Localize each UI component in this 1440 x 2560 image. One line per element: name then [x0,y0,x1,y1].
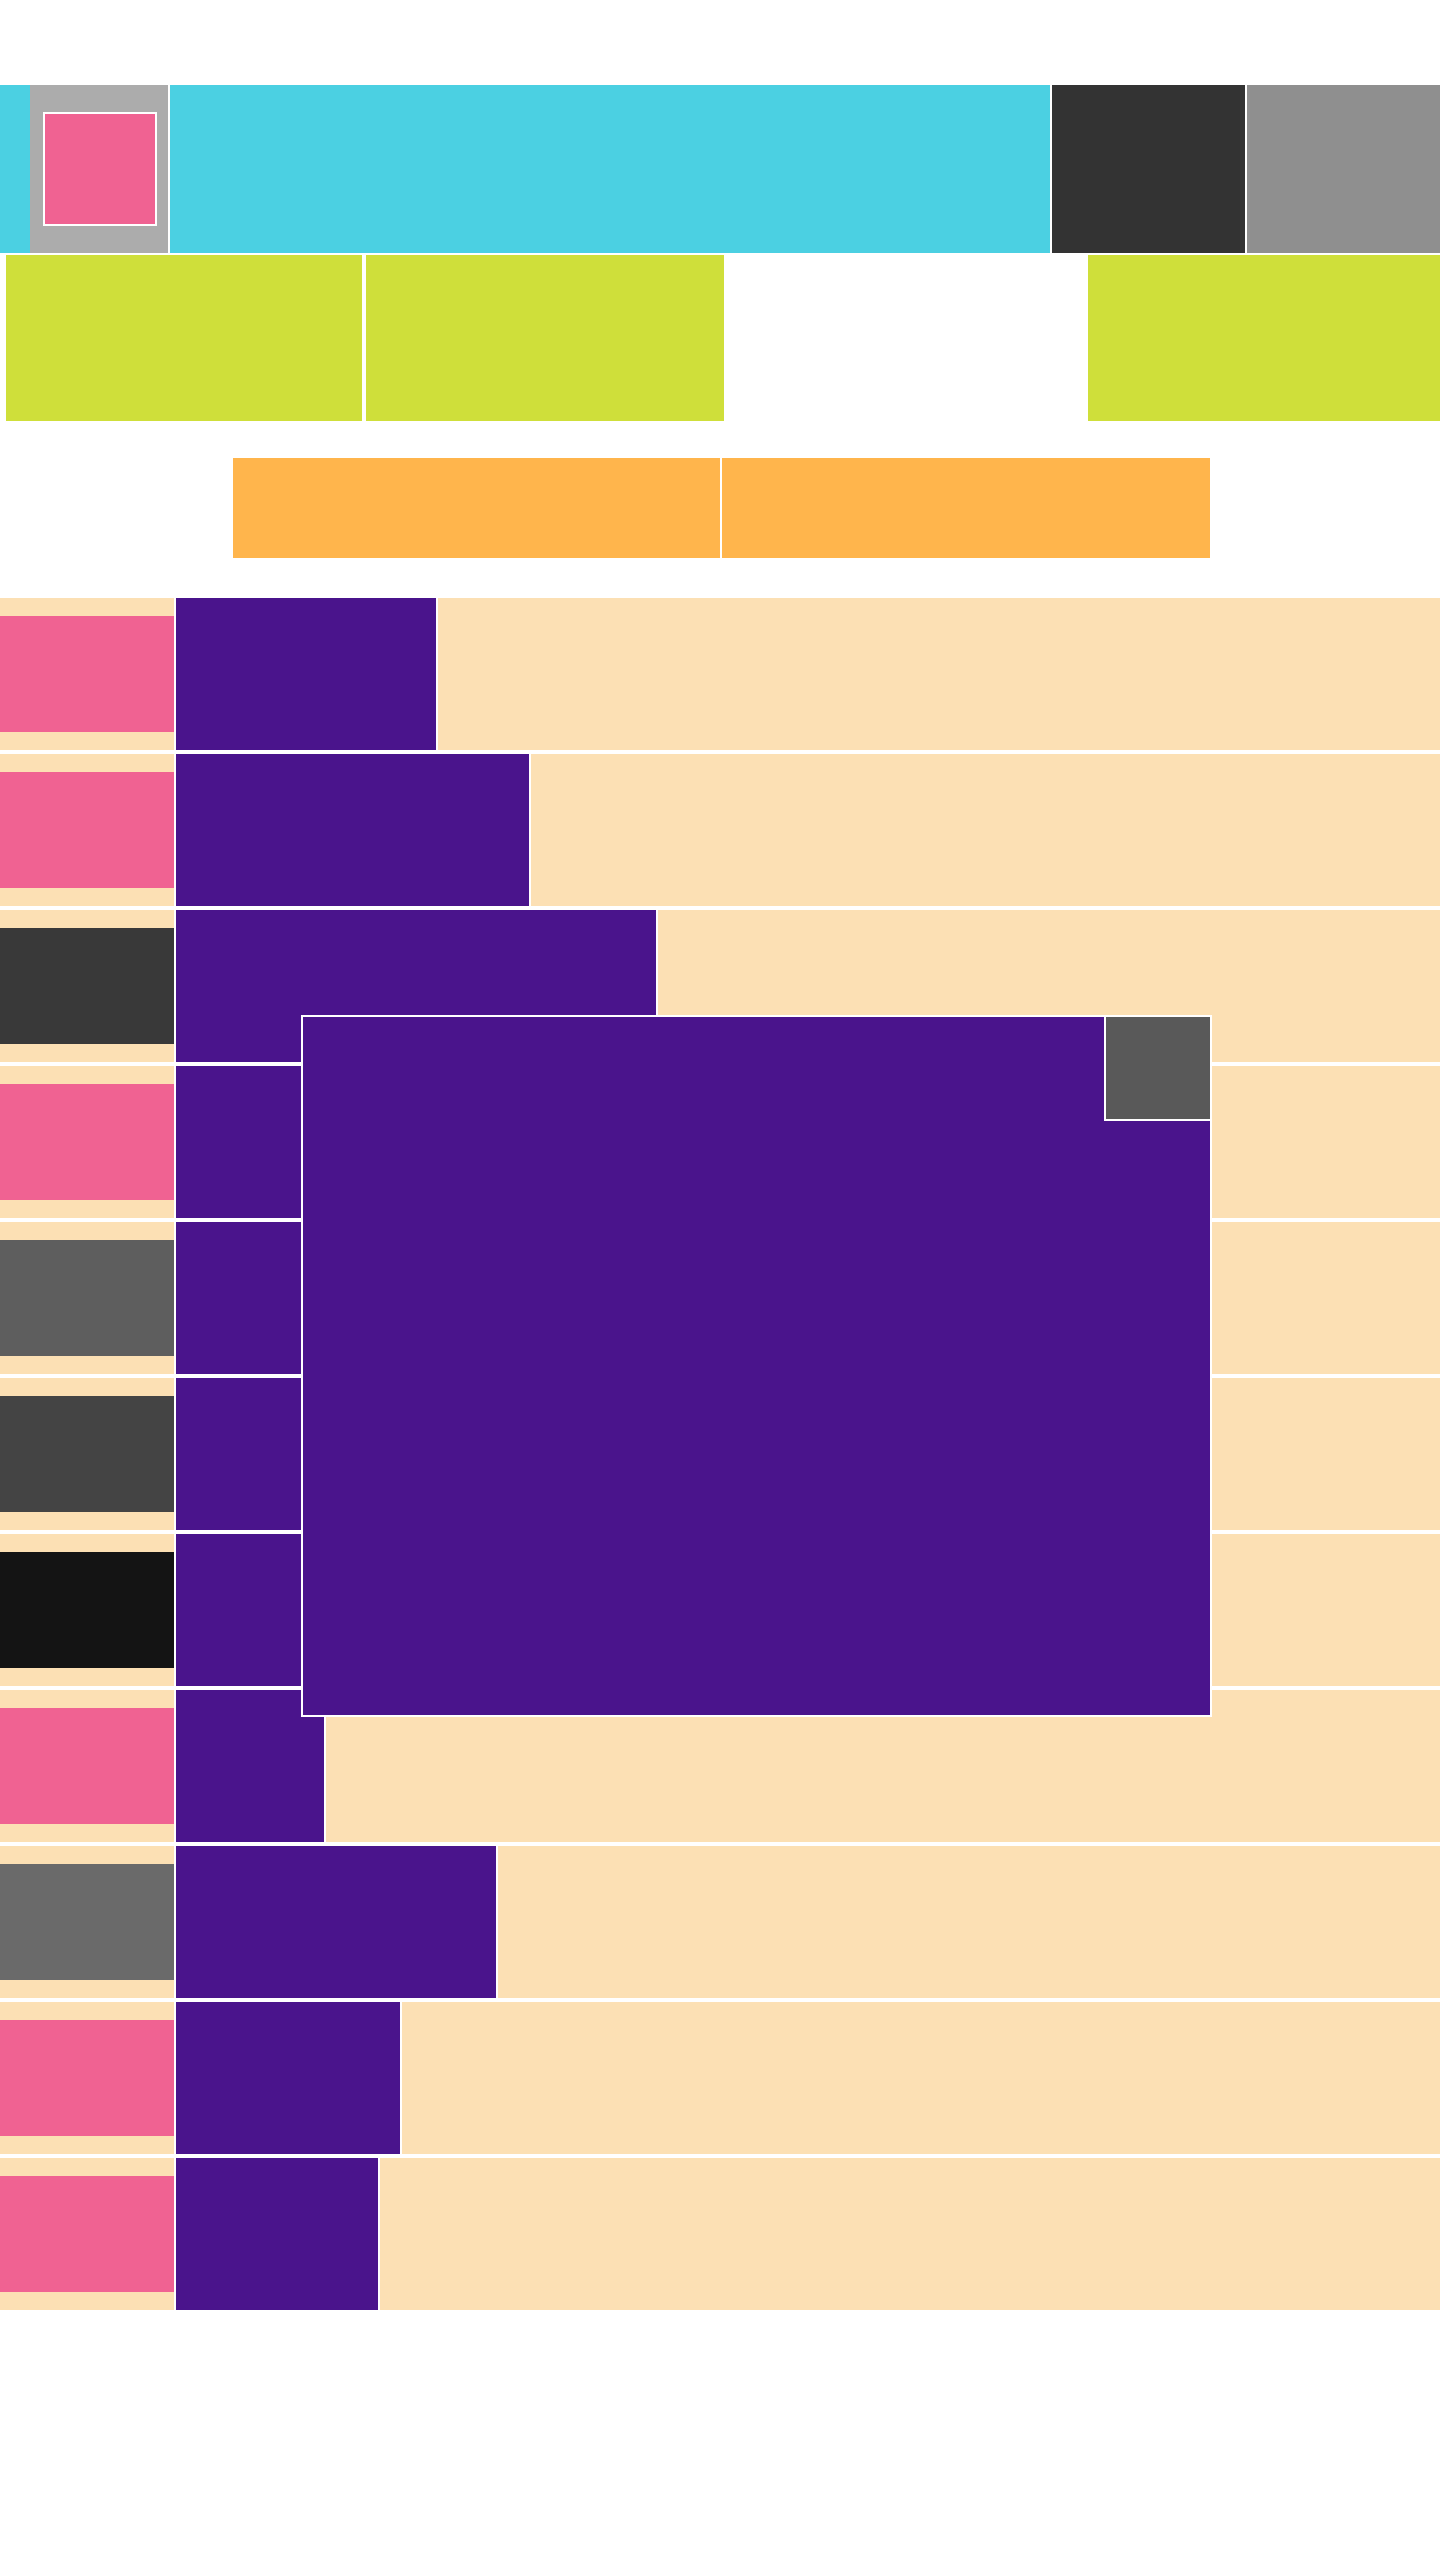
list-item[interactable] [0,754,1440,906]
list-item-divider [174,1378,176,1530]
logo-icon [43,112,157,226]
top-app-bar [0,85,1440,253]
list-item-bar [176,754,531,906]
list-item-thumbnail [0,1708,174,1824]
list-item-divider [174,1066,176,1218]
list-item-thumbnail [0,616,174,732]
header-menu-button[interactable] [1245,85,1440,253]
list-item-thumbnail [0,2176,174,2292]
list-item-thumbnail [0,1396,174,1512]
header-action-button[interactable] [1050,85,1245,253]
list-item-divider [174,1690,176,1842]
list-item-divider [174,910,176,1062]
list-item-bar [176,1846,498,1998]
list-item-bar [176,2158,380,2310]
modal-dialog [301,1015,1212,1717]
list-separator [0,2154,1440,2158]
list-item-divider [174,1222,176,1374]
header-title-area [170,85,1050,253]
list-item-divider [174,1534,176,1686]
list-separator [0,750,1440,754]
list-item-thumbnail [0,2020,174,2136]
list-item-thumbnail [0,928,174,1044]
list-item-divider [174,598,176,750]
logo-button[interactable] [30,85,170,253]
list-item[interactable] [0,2158,1440,2310]
list-item-bar [176,598,438,750]
list-item-thumbnail [0,772,174,888]
nav-tile-1[interactable] [6,255,362,421]
nav-tile-3[interactable] [1088,255,1440,421]
list-separator [0,1842,1440,1846]
tab-1[interactable] [233,458,720,558]
list-separator [0,906,1440,910]
list-item[interactable] [0,598,1440,750]
list-item-thumbnail [0,1240,174,1356]
list-item[interactable] [0,2002,1440,2154]
list-item[interactable] [0,1846,1440,1998]
close-icon[interactable] [1104,1017,1210,1121]
tab-2[interactable] [722,458,1210,558]
list-separator [0,1998,1440,2002]
list-item-thumbnail [0,1084,174,1200]
list-item-divider [174,1846,176,1998]
list-item-divider [174,754,176,906]
header-accent-strip [0,85,30,253]
list-item-divider [174,2002,176,2154]
nav-tile-2[interactable] [366,255,724,421]
list-item-thumbnail [0,1552,174,1668]
list-item-divider [174,2158,176,2310]
list-item-bar [176,2002,402,2154]
list-item-thumbnail [0,1864,174,1980]
